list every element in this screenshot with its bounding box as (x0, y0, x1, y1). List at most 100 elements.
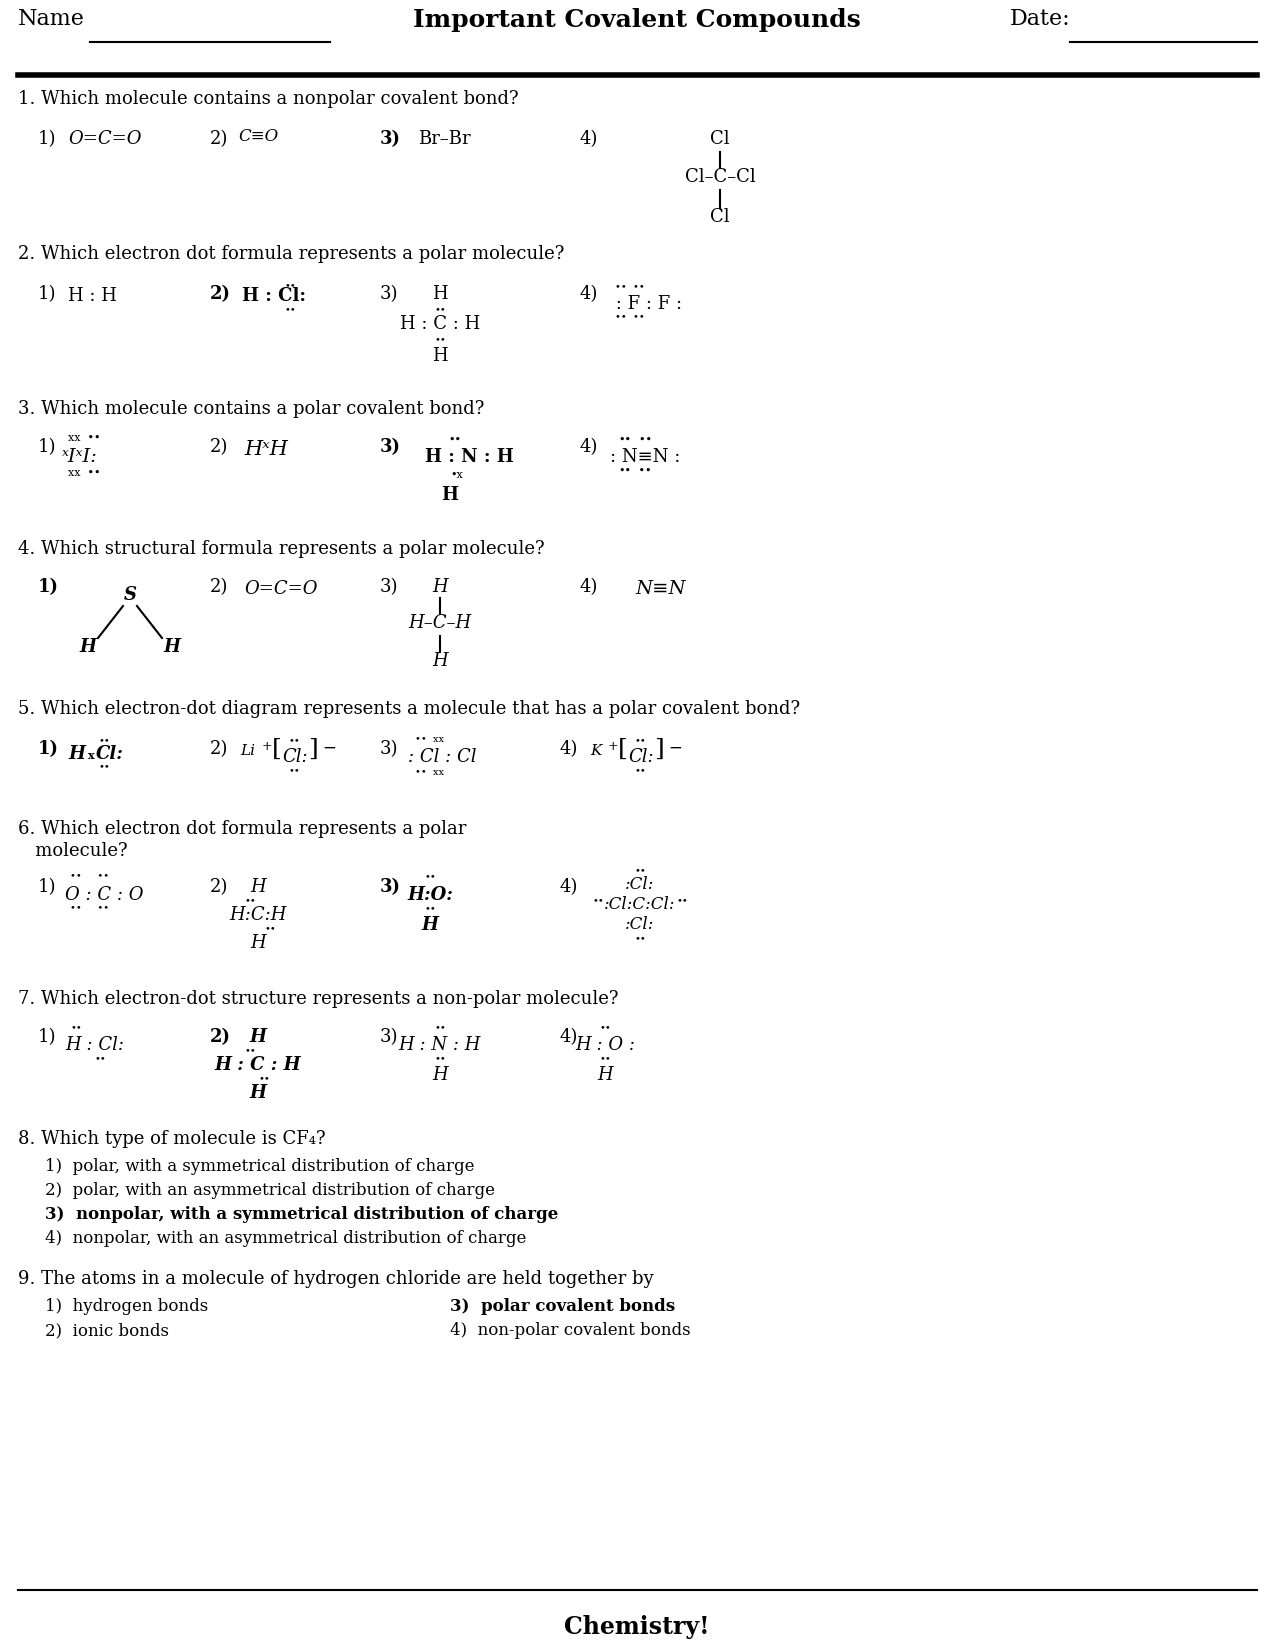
Text: :Cl:: :Cl: (625, 877, 654, 893)
Text: H: H (432, 347, 448, 365)
Text: : Cl : Cl: : Cl : Cl (408, 748, 477, 766)
Text: ••     ••: •• •• (70, 872, 110, 882)
Text: ••: •• (634, 766, 645, 774)
Text: 2): 2) (210, 578, 228, 596)
Text: :Cl:: :Cl: (625, 916, 654, 933)
Text: ••: •• (70, 1024, 82, 1032)
Text: Br–Br: Br–Br (418, 130, 470, 149)
Text: ••: •• (284, 305, 296, 314)
Text: H: H (432, 578, 448, 596)
Text: 3): 3) (380, 878, 402, 896)
Text: −: − (668, 740, 682, 758)
Text: 3): 3) (380, 740, 399, 758)
Text: ••: •• (98, 736, 110, 745)
Text: N≡N: N≡N (635, 580, 686, 598)
Text: ••: •• (244, 1047, 256, 1055)
Text: ••: •• (284, 281, 296, 291)
Text: x: x (88, 750, 94, 761)
Text: O=C=O: O=C=O (244, 580, 317, 598)
Text: Name: Name (18, 8, 85, 30)
Text: H: H (597, 1067, 613, 1085)
Text: •x: •x (450, 471, 463, 480)
Text: H: H (432, 1067, 448, 1085)
Text: H: H (250, 878, 266, 896)
Text: ••: •• (634, 867, 646, 875)
Text: K: K (590, 745, 602, 758)
Text: ••: •• (98, 763, 110, 771)
Text: Date:: Date: (1010, 8, 1071, 30)
Text: ••  ••: •• •• (615, 314, 645, 322)
Text: Cl:: Cl: (96, 745, 124, 763)
Text: 1. Which molecule contains a nonpolar covalent bond?: 1. Which molecule contains a nonpolar co… (18, 91, 519, 107)
Text: 8. Which type of molecule is CF₄?: 8. Which type of molecule is CF₄? (18, 1129, 325, 1147)
Text: :Cl:C:Cl:: :Cl:C:Cl: (604, 896, 676, 913)
Text: 2): 2) (210, 1029, 231, 1047)
Text: Cl: Cl (710, 130, 729, 149)
Text: 7. Which electron-dot structure represents a non-polar molecule?: 7. Which electron-dot structure represen… (18, 991, 618, 1009)
Text: ••     ••: •• •• (70, 905, 110, 913)
Text: 2)  ionic bonds: 2) ionic bonds (45, 1322, 170, 1339)
Text: 4): 4) (580, 438, 598, 456)
Text: 6. Which electron dot formula represents a polar: 6. Which electron dot formula represents… (18, 821, 467, 839)
Text: ••: •• (434, 1024, 446, 1032)
Text: 2): 2) (210, 740, 228, 758)
Text: 1): 1) (38, 286, 56, 304)
Text: ••: •• (676, 896, 688, 905)
Text: ••: •• (288, 766, 300, 774)
Text: 3): 3) (380, 286, 399, 304)
Text: 2): 2) (210, 878, 228, 896)
Text: : F : F :: : F : F : (609, 296, 682, 314)
Text: 3): 3) (380, 1029, 399, 1047)
Text: H : C : H: H : C : H (214, 1057, 301, 1075)
Text: Cl: Cl (710, 208, 729, 226)
Text: Cl:: Cl: (282, 748, 307, 766)
Text: ••  ••: •• •• (615, 282, 645, 292)
Text: ]: ] (654, 738, 664, 761)
Text: 4): 4) (560, 1029, 579, 1047)
Text: 4)  non-polar covalent bonds: 4) non-polar covalent bonds (450, 1322, 691, 1339)
Text: 2)  polar, with an asymmetrical distribution of charge: 2) polar, with an asymmetrical distribut… (45, 1182, 495, 1199)
Text: Chemistry!: Chemistry! (565, 1615, 710, 1639)
Text: O : C : O: O : C : O (65, 887, 144, 905)
Text: H: H (441, 485, 459, 504)
Text: ••: •• (635, 466, 652, 475)
Text: ••: •• (425, 872, 436, 882)
Text: H : Cl:: H : Cl: (242, 287, 306, 305)
Text: 2): 2) (210, 438, 228, 456)
Text: H : C : H: H : C : H (400, 315, 481, 334)
Text: H: H (79, 637, 97, 655)
Text: ••: •• (599, 1053, 611, 1063)
Text: S: S (124, 586, 136, 604)
Text: ••: •• (425, 905, 436, 913)
Text: [: [ (272, 738, 282, 761)
Text: H : N : H: H : N : H (399, 1035, 481, 1053)
Text: : N≡N :: : N≡N : (609, 447, 681, 466)
Text: H: H (432, 652, 448, 670)
Text: Cl:: Cl: (629, 748, 654, 766)
Text: ˣIˣI:: ˣIˣI: (62, 447, 98, 466)
Text: ••: •• (96, 1053, 107, 1063)
Text: ••: •• (288, 736, 300, 745)
Text: 1): 1) (38, 130, 56, 149)
Text: 1): 1) (38, 878, 56, 896)
Text: 1)  hydrogen bonds: 1) hydrogen bonds (45, 1298, 208, 1314)
Text: H : H: H : H (68, 287, 117, 305)
Text: ••: •• (599, 1024, 611, 1032)
Text: 1): 1) (38, 438, 56, 456)
Text: 1): 1) (38, 1029, 56, 1047)
Text: ••: •• (618, 466, 631, 475)
Text: 4): 4) (580, 286, 598, 304)
Text: 2): 2) (210, 130, 228, 149)
Text: ••: •• (434, 305, 446, 314)
Text: H:C:H: H:C:H (230, 906, 287, 925)
Text: H: H (163, 637, 181, 655)
Text: ••: •• (632, 434, 652, 446)
Text: O=C=O: O=C=O (68, 130, 142, 149)
Text: ••: •• (634, 736, 645, 745)
Text: ••: •• (264, 925, 275, 933)
Text: −: − (323, 740, 335, 758)
Text: Cl–C–Cl: Cl–C–Cl (685, 168, 755, 187)
Text: 4)  nonpolar, with an asymmetrical distribution of charge: 4) nonpolar, with an asymmetrical distri… (45, 1230, 527, 1247)
Text: 5. Which electron-dot diagram represents a molecule that has a polar covalent bo: 5. Which electron-dot diagram represents… (18, 700, 801, 718)
Text: xx  ••: xx •• (68, 433, 101, 442)
